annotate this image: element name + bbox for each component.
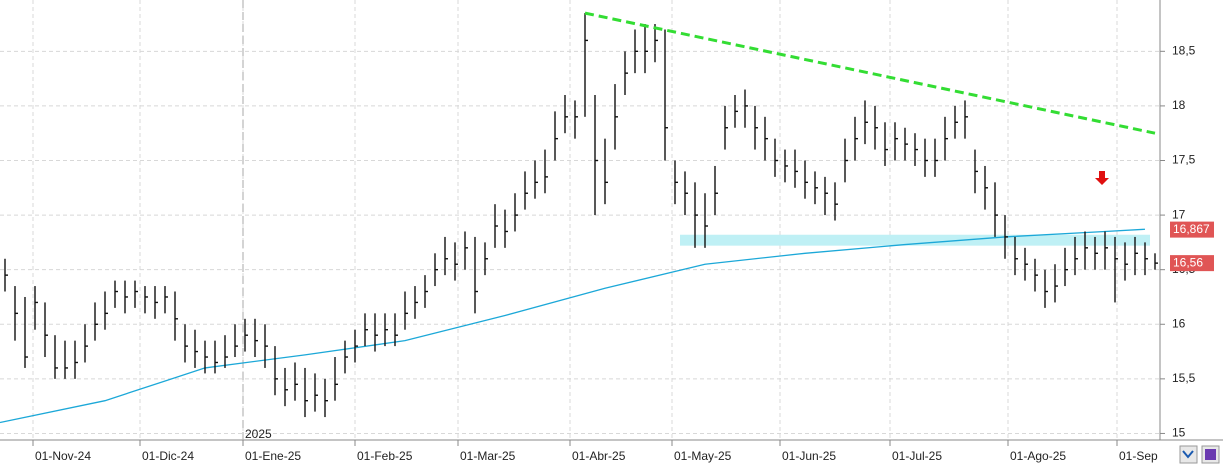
y-tick-label: 18,5 (1172, 43, 1196, 57)
scroll-icon (1182, 450, 1194, 459)
down-arrow (1095, 171, 1109, 186)
x-tick-label: 01-Jun-25 (782, 449, 836, 463)
trendline (584, 11, 1156, 135)
price-label-box (1170, 255, 1214, 272)
x-tick-label: 01-Ene-25 (245, 449, 301, 463)
y-tick-label: 18 (1172, 98, 1186, 112)
x-tick-label: 01-Abr-25 (572, 449, 626, 463)
moving-average (0, 228, 1146, 424)
x-tick-label: 01-May-25 (674, 449, 732, 463)
support-zone (680, 234, 1150, 246)
x-tick-label: 01-Sep (1119, 449, 1158, 463)
y-tick-label: 19 (1172, 0, 1186, 3)
y-tick-label: 17 (1172, 207, 1186, 221)
year-label: 2025 (245, 427, 272, 441)
y-tick-label: 15,5 (1172, 371, 1196, 385)
price-label: 16,56 (1173, 255, 1203, 269)
price-label: 16,867 (1173, 222, 1210, 236)
x-tick-label: 01-Jul-25 (892, 449, 942, 463)
price-label-box (1170, 221, 1214, 238)
y-tick-label: 15 (1172, 426, 1186, 440)
y-tick-label: 17,5 (1172, 153, 1196, 167)
x-tick-label: 01-Nov-24 (35, 449, 91, 463)
scroll-button[interactable] (1179, 445, 1198, 464)
x-tick-label: 01-Mar-25 (460, 449, 516, 463)
x-tick-label: 01-Dic-24 (142, 449, 194, 463)
x-tick-label: 01-Ago-25 (1010, 449, 1066, 463)
x-tick-label: 01-Feb-25 (357, 449, 413, 463)
save-icon (1205, 449, 1216, 460)
y-tick-label: 16 (1172, 316, 1186, 330)
